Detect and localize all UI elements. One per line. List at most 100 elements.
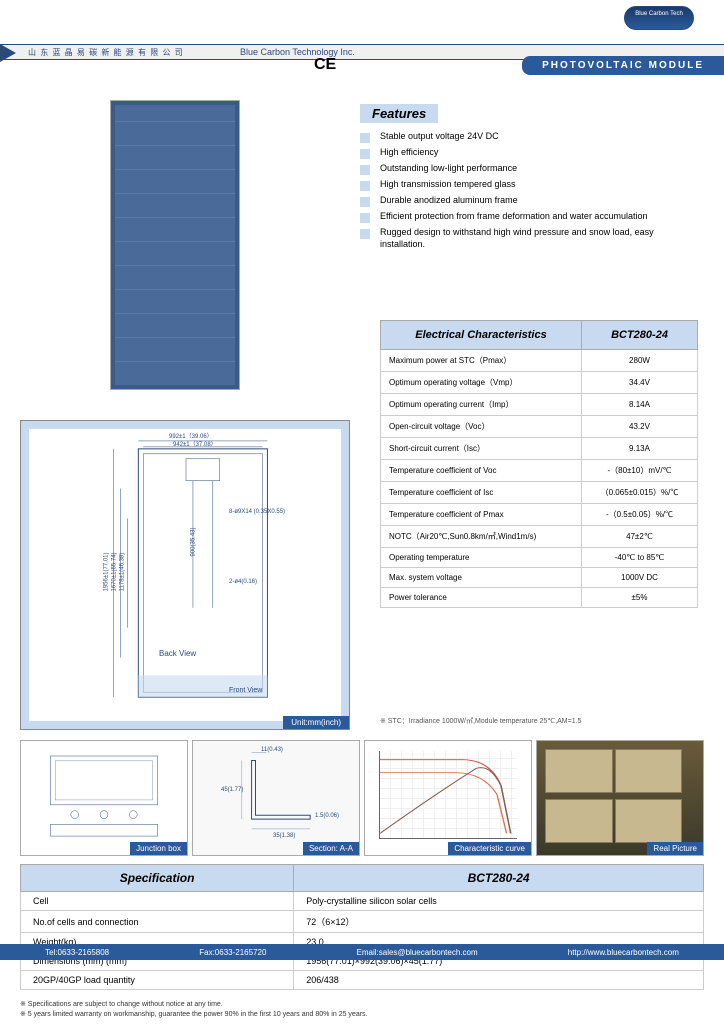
elec-value: 9.13A <box>582 438 698 460</box>
elec-header-left: Electrical Characteristics <box>381 321 582 350</box>
spec-value: Poly-crystalline silicon solar cells <box>294 892 704 911</box>
table-row: Maximum power at STC（Pmax）280W <box>381 350 698 372</box>
table-row: Optimum operating voltage（Vmp）34.4V <box>381 372 698 394</box>
footer-email: Email:sales@bluecarbontech.com <box>357 948 478 957</box>
spec-value: 206/438 <box>294 971 704 990</box>
jbox-label: Junction box <box>130 842 187 855</box>
electrical-table: Electrical Characteristics BCT280-24 Max… <box>380 320 698 608</box>
ce-mark-icon: CE <box>314 56 336 74</box>
table-row: NOTC（Air20℃,Sun0.8km/㎡,Wind1m/s)47±2℃ <box>381 526 698 548</box>
dim-w2: 942±1（37.08） <box>173 439 217 448</box>
thumbnail-row: Junction box 11(0.43) 45(1.77) 1.5(0.06)… <box>20 740 704 856</box>
footer-fax: Fax:0633-2165720 <box>199 948 266 957</box>
dim-h1: 1956±1(77.01) <box>104 553 110 592</box>
spec-header-left: Specification <box>21 865 294 892</box>
elec-value: 43.2V <box>582 416 698 438</box>
feature-text: Outstanding low-light performance <box>380 163 517 175</box>
top-bar: Blue Carbon Tech <box>0 0 724 44</box>
elec-label: Maximum power at STC（Pmax） <box>381 350 582 372</box>
table-row: CellPoly-crystalline silicon solar cells <box>21 892 704 911</box>
dim-ground: 2-ø4(0.16) <box>229 579 257 585</box>
feature-item: Efficient protection from frame deformat… <box>360 211 690 223</box>
elec-value: -（0.5±0.05）%/℃ <box>582 504 698 526</box>
elec-label: Optimum operating current（Imp） <box>381 394 582 416</box>
crates-photo <box>537 741 703 855</box>
spec-label: 20GP/40GP load quantity <box>21 971 294 990</box>
elec-label: Power tolerance <box>381 588 582 608</box>
elec-label: Temperature coefficient of Voc <box>381 460 582 482</box>
table-row: Optimum operating current（Imp）8.14A <box>381 394 698 416</box>
elec-label: Temperature coefficient of Pmax <box>381 504 582 526</box>
real-label: Real Picture <box>647 842 703 855</box>
panel-cells <box>115 105 235 385</box>
drawing-inner: 992±1（39.06） 942±1（37.08） 1956±1(77.01) … <box>29 429 341 721</box>
table-row: Short-circuit current（Isc）9.13A <box>381 438 698 460</box>
table-row: 20GP/40GP load quantity206/438 <box>21 971 704 990</box>
crate <box>615 799 683 843</box>
elec-value: -40℃ to 85℃ <box>582 548 698 568</box>
table-row: Temperature coefficient of Pmax-（0.5±0.0… <box>381 504 698 526</box>
feature-item: Durable anodized aluminum frame <box>360 195 690 207</box>
footnote: ※ Specifications are subject to change w… <box>20 1000 368 1008</box>
table-row: Power tolerance±5% <box>381 588 698 608</box>
bullet-icon <box>360 197 370 207</box>
table-row: Operating temperature-40℃ to 85℃ <box>381 548 698 568</box>
company-logo: Blue Carbon Tech <box>624 6 694 30</box>
front-view-label: Front View <box>229 687 262 694</box>
curve-label: Characteristic curve <box>448 842 531 855</box>
real-pic-thumb: Real Picture <box>536 740 704 856</box>
unit-label: Unit:mm(inch) <box>283 716 349 729</box>
elec-value: -（80±10）mV/℃ <box>582 460 698 482</box>
elec-value: 280W <box>582 350 698 372</box>
spec-label: No.of cells and connection <box>21 911 294 933</box>
table-row: Max. system voltage1000V DC <box>381 568 698 588</box>
elec-value: （0.065±0.015）%/℃ <box>582 482 698 504</box>
crate <box>545 799 613 843</box>
sec-t: 1.5(0.06) <box>315 813 339 819</box>
back-view-label: Back View <box>159 649 196 658</box>
spec-value: 72（6×12） <box>294 911 704 933</box>
junction-box-thumb: Junction box <box>20 740 188 856</box>
elec-value: 1000V DC <box>582 568 698 588</box>
company-name-cn: 山 东 蓝 晶 易 碳 新 能 源 有 限 公 司 <box>28 47 184 58</box>
section-label: Section: A-A <box>303 842 359 855</box>
section-thumb: 11(0.43) 45(1.77) 1.5(0.06) 35(1.38) Sec… <box>192 740 360 856</box>
footer-tel: Tel:0633-2165808 <box>45 948 109 957</box>
features-list: Stable output voltage 24V DCHigh efficie… <box>360 131 690 250</box>
elec-label: Optimum operating voltage（Vmp） <box>381 372 582 394</box>
elec-label: Operating temperature <box>381 548 582 568</box>
feature-item: High efficiency <box>360 147 690 159</box>
bullet-icon <box>360 133 370 143</box>
footnotes: ※ Specifications are subject to change w… <box>20 998 368 1020</box>
feature-text: High transmission tempered glass <box>380 179 516 191</box>
crate <box>615 749 683 793</box>
footnote: ※ 5 years limited warranty on workmanshi… <box>20 1010 368 1018</box>
feature-text: Efficient protection from frame deformat… <box>380 211 647 223</box>
bullet-icon <box>360 165 370 175</box>
elec-value: 34.4V <box>582 372 698 394</box>
feature-text: Rugged design to withstand high wind pre… <box>380 227 690 250</box>
bullet-icon <box>360 213 370 223</box>
spec-tbody: CellPoly-crystalline silicon solar cells… <box>21 892 704 990</box>
table-row: No.of cells and connection72（6×12） <box>21 911 704 933</box>
features-section: Features Stable output voltage 24V DCHig… <box>360 104 690 254</box>
module-tag: PHOTOVOLTAIC MODULE <box>522 56 724 75</box>
crate <box>545 749 613 793</box>
sec-h: 45(1.77) <box>221 787 243 793</box>
elec-label: NOTC（Air20℃,Sun0.8km/㎡,Wind1m/s) <box>381 526 582 548</box>
elec-label: Temperature coefficient of Isc <box>381 482 582 504</box>
feature-item: Rugged design to withstand high wind pre… <box>360 227 690 250</box>
jbox-drawing-svg <box>21 741 187 855</box>
elec-tbody: Maximum power at STC（Pmax）280WOptimum op… <box>381 350 698 608</box>
spec-label: Cell <box>21 892 294 911</box>
table-row: Temperature coefficient of Voc-（80±10）mV… <box>381 460 698 482</box>
curve-thumb: Characteristic curve <box>364 740 532 856</box>
sec-base: 35(1.38) <box>273 833 295 839</box>
features-title: Features <box>360 104 438 123</box>
footer-web: http://www.bluecarbontech.com <box>568 948 679 957</box>
feature-item: High transmission tempered glass <box>360 179 690 191</box>
curve-chart <box>365 741 531 855</box>
elec-value: 47±2℃ <box>582 526 698 548</box>
elec-label: Open-circuit voltage（Voc） <box>381 416 582 438</box>
solar-panel-photo <box>110 100 240 390</box>
